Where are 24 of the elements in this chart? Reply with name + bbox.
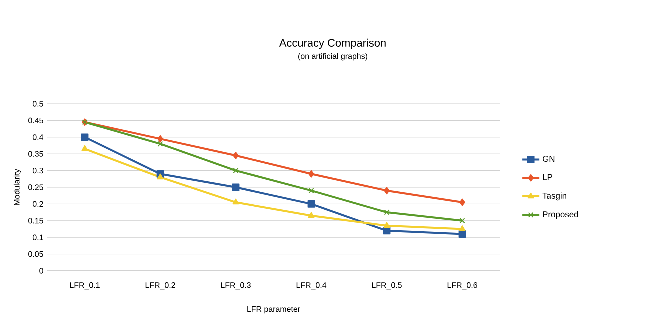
point — [81, 134, 89, 142]
point — [158, 141, 164, 147]
point — [82, 145, 88, 152]
legend-label: LP — [543, 174, 552, 180]
point — [308, 200, 316, 208]
point — [460, 198, 466, 206]
point — [459, 226, 466, 232]
point — [384, 222, 390, 228]
point — [308, 212, 315, 218]
point — [232, 198, 240, 205]
point — [158, 135, 164, 143]
chart-title: Accuracy Comparison — [279, 38, 386, 50]
point — [232, 184, 240, 192]
legend-label: Proposed — [543, 211, 578, 220]
point — [460, 218, 466, 224]
point — [384, 187, 390, 195]
point — [308, 170, 314, 178]
point — [233, 168, 239, 174]
point — [157, 174, 164, 180]
point — [233, 152, 239, 160]
point — [308, 188, 314, 194]
legend-label: GN — [542, 156, 555, 162]
point — [384, 210, 390, 216]
legend-label: Tasgin — [542, 192, 566, 201]
